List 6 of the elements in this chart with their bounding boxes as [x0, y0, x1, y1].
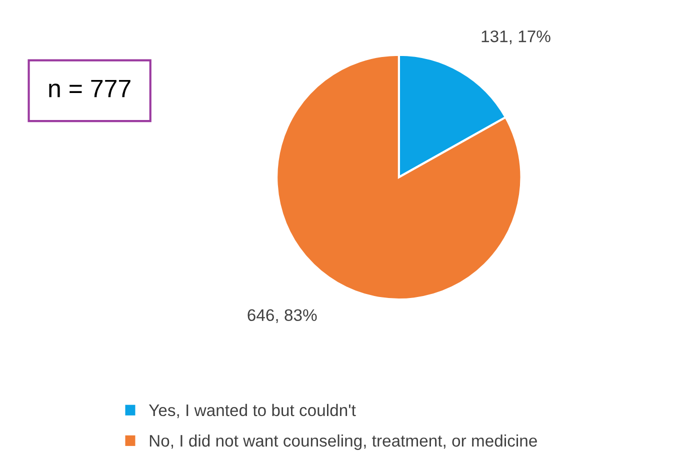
text: n = 777 — [49, 80, 130, 98]
data-label: 646, 83% — [248, 309, 317, 323]
legend-label: No, I did not want counseling, treatment, or medicine — [150, 434, 537, 450]
pie-slice — [276, 54, 522, 301]
data-label: 131, 17% — [482, 30, 550, 44]
legend-label: Yes, I wanted to but couldn't — [148, 404, 356, 418]
